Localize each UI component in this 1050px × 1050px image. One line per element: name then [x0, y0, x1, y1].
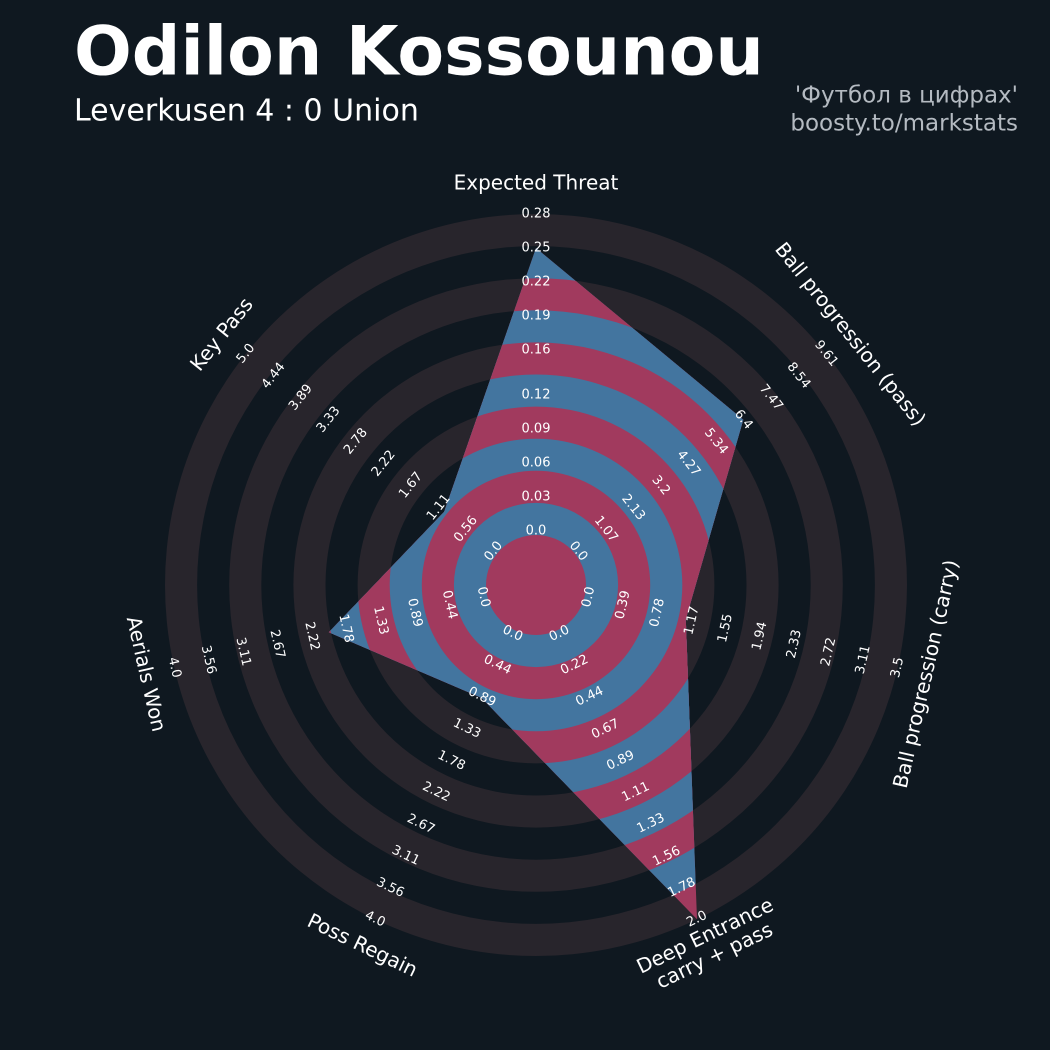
tick-label: 2.67 — [267, 628, 288, 660]
chart-subtitle: Leverkusen 4 : 0 Union — [74, 94, 419, 129]
tick-label: 0.44 — [439, 589, 460, 621]
tick-label: 0.89 — [404, 597, 425, 629]
tick-label: 3.56 — [198, 644, 219, 676]
tick-label: 0.03 — [522, 490, 551, 505]
tick-label: 2.33 — [784, 628, 805, 660]
tick-label: 0.19 — [522, 308, 551, 323]
tick-label: 0.12 — [522, 388, 551, 403]
tick-label: 0.78 — [647, 597, 668, 629]
axis-label: Expected Threat — [454, 171, 619, 195]
tick-label: 4.0 — [165, 656, 184, 680]
tick-label: 1.55 — [715, 612, 736, 644]
tick-label: 3.11 — [853, 644, 874, 676]
tick-label: 2.22 — [301, 620, 322, 652]
tick-label: 0.22 — [522, 274, 551, 289]
tick-label: 1.94 — [749, 620, 770, 652]
tick-label: 0.06 — [522, 456, 551, 471]
tick-label: 1.78 — [335, 613, 356, 645]
tick-label: 0.0 — [579, 585, 598, 609]
source: 'Футбол в цифрах' — [795, 83, 1018, 109]
source: boosty.to/markstats — [790, 111, 1018, 137]
tick-label: 0.39 — [613, 589, 634, 621]
tick-label: 1.17 — [681, 605, 702, 637]
tick-label: 0.0 — [526, 524, 547, 539]
tick-label: 0.25 — [522, 240, 551, 255]
tick-label: 3.5 — [888, 656, 907, 680]
fill-band — [486, 535, 586, 635]
tick-label: 1.33 — [370, 605, 391, 637]
tick-label: 2.72 — [818, 636, 839, 668]
tick-label: 0.16 — [522, 342, 551, 357]
tick-label: 3.11 — [233, 636, 254, 668]
tick-label: 0.09 — [522, 422, 551, 437]
tick-label: 0.28 — [522, 207, 551, 222]
tick-label: 0.0 — [474, 585, 493, 609]
chart-title: Odilon Kossounou — [74, 13, 764, 92]
